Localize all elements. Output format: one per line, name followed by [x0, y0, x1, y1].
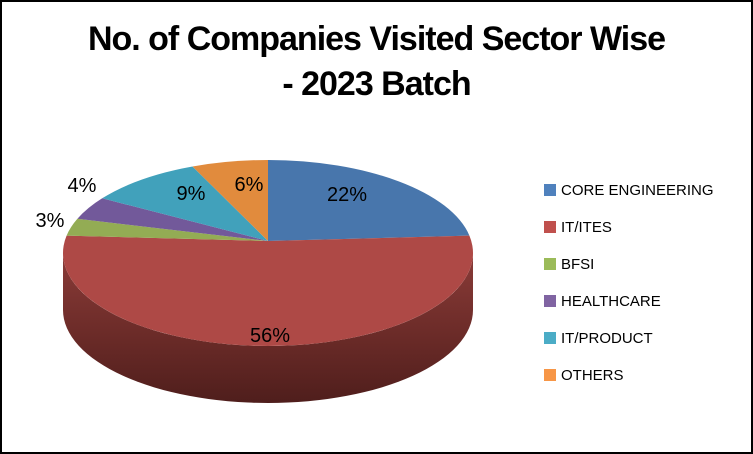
pie-slice-healthcare: [77, 198, 269, 241]
legend-label: OTHERS: [561, 366, 624, 384]
legend-item-it-ites: IT/ITES: [544, 218, 714, 236]
pie-slice-it-ites: [63, 235, 473, 346]
pie-slice-label-others: 6%: [235, 174, 264, 196]
legend-item-bfsi: BFSI: [544, 255, 714, 273]
legend-label: BFSI: [561, 255, 595, 273]
legend-label: IT/ITES: [561, 218, 612, 236]
pie-slice-label-healthcare: 4%: [68, 175, 97, 197]
pie-slice-label-bfsi: 3%: [36, 210, 65, 232]
pie-side-wall: [63, 253, 473, 403]
legend: CORE ENGINEERING IT/ITES BFSI HEALTHCARE IT/…: [544, 182, 714, 404]
pie-slice-label-it-ites: 56%: [250, 325, 290, 347]
pie-slice-label-it-product: 9%: [177, 183, 206, 205]
legend-item-it-product: IT/PRODUCT: [544, 329, 714, 347]
legend-swatch-icon: [544, 221, 556, 233]
pie-slice-core-engineering: [268, 160, 470, 241]
chart-title: No. of Companies Visited Sector Wise - 2…: [2, 17, 751, 107]
legend-label: HEALTHCARE: [561, 292, 661, 310]
legend-swatch-icon: [544, 332, 556, 344]
legend-swatch-icon: [544, 184, 556, 196]
chart-title-line2: - 2023 Batch: [282, 65, 471, 103]
pie-slice-bfsi: [66, 218, 268, 241]
pie-slice-others: [192, 159, 268, 241]
legend-item-others: OTHERS: [544, 366, 714, 384]
legend-label: CORE ENGINEERING: [561, 181, 714, 199]
legend-item-core-engineering: CORE ENGINEERING: [544, 181, 714, 199]
legend-swatch-icon: [544, 295, 556, 307]
legend-label: IT/PRODUCT: [561, 329, 653, 347]
legend-swatch-icon: [544, 369, 556, 381]
pie-slice-label-core-engineering: 22%: [327, 184, 367, 206]
chart-title-line1: No. of Companies Visited Sector Wise: [87, 20, 666, 58]
legend-item-healthcare: HEALTHCARE: [544, 292, 714, 310]
pie-slice-it-product: [102, 166, 268, 241]
legend-swatch-icon: [544, 258, 556, 270]
